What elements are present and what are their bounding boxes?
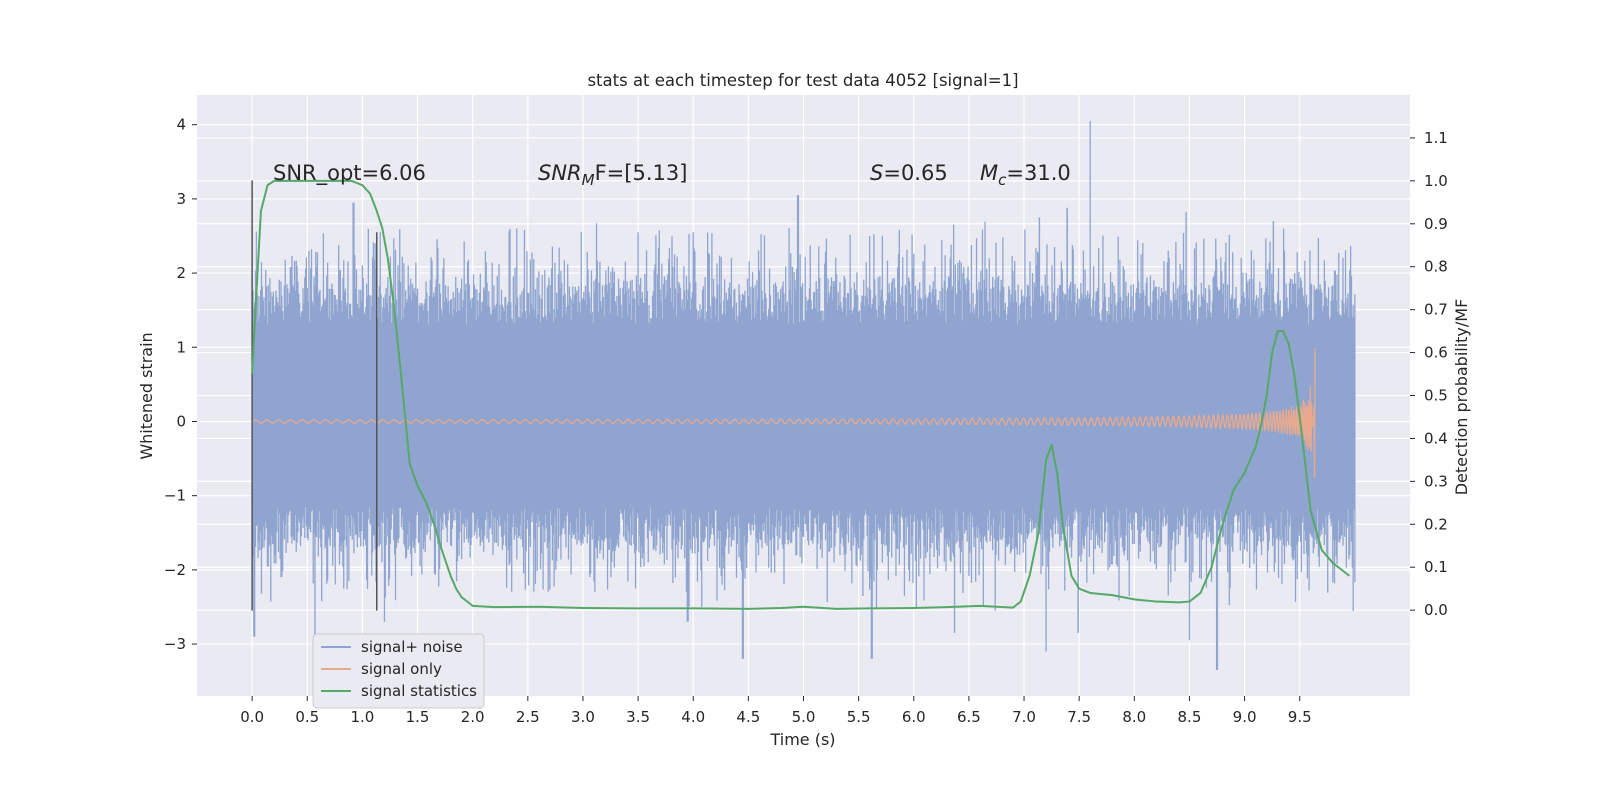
x-axis-label: Time (s) xyxy=(769,730,835,749)
y-tick-label-right: 0.8 xyxy=(1424,258,1448,276)
signal-statistics-series xyxy=(251,179,1350,610)
x-tick-label: 3.5 xyxy=(626,708,650,726)
legend-box xyxy=(312,633,485,709)
y-tick-label-left: −3 xyxy=(164,635,186,653)
y-axis-label-left: Whitened strain xyxy=(137,332,156,459)
y-axis-label-right: Detection probability/MF xyxy=(1452,299,1471,496)
y-tick-label-right: 1.1 xyxy=(1424,129,1448,147)
x-axis: 0.0 0.5 1.0 1.5 2.0 2.5 3.0 3.5 4.0 4.5 5.0 5.5 6.0 6… xyxy=(240,696,1312,726)
x-tick-label: 4.5 xyxy=(736,708,760,726)
signal-only-line xyxy=(251,348,1317,478)
x-tick-label: 0.0 xyxy=(240,708,264,726)
y-tick-label-left: 4 xyxy=(176,116,186,134)
y-tick-label-right: 0.2 xyxy=(1424,515,1448,533)
x-tick-label: 7.0 xyxy=(1012,708,1036,726)
annotation-snr-mf: SNRMF=[5.13] xyxy=(538,161,687,189)
chart-title: stats at each timestep for test data 405… xyxy=(587,71,1018,90)
x-tick-label: 5.0 xyxy=(792,708,816,726)
y-tick-label-right: 0.7 xyxy=(1424,301,1448,319)
legend-label-signal-only: signal only xyxy=(361,660,442,678)
y-tick-label-left: 1 xyxy=(176,338,186,356)
x-tick-label: 2.0 xyxy=(461,708,485,726)
x-tick-label: 6.5 xyxy=(957,708,981,726)
x-tick-label: 8.0 xyxy=(1122,708,1146,726)
s-var: S xyxy=(870,161,883,185)
legend-label-signal-statistics: signal statistics xyxy=(361,682,477,700)
y-tick-label-right: 0.3 xyxy=(1424,472,1448,490)
signal-only-series xyxy=(251,348,1317,478)
y-tick-label-right: 0.6 xyxy=(1424,344,1448,362)
left-y-axis: −3 −2 −1 0 1 2 3 4 xyxy=(164,116,197,653)
x-tick-label: 7.5 xyxy=(1067,708,1091,726)
x-tick-label: 8.5 xyxy=(1178,708,1202,726)
y-tick-label-right: 0.0 xyxy=(1424,601,1448,619)
signal-statistics-line xyxy=(251,179,1350,610)
y-tick-label-left: 3 xyxy=(176,190,186,208)
snr-mf-main: SNR xyxy=(538,161,582,185)
right-y-axis: 0.0 0.1 0.2 0.3 0.4 0.5 0.6 0.7 0.8 0.9 1.0 1.1 xyxy=(1410,129,1448,619)
x-tick-label: 5.5 xyxy=(847,708,871,726)
x-tick-label: 2.5 xyxy=(516,708,540,726)
y-tick-label-left: 0 xyxy=(176,412,186,430)
y-tick-label-right: 0.4 xyxy=(1424,429,1448,447)
y-tick-label-left: −1 xyxy=(164,487,186,505)
x-tick-label: 1.0 xyxy=(350,708,374,726)
x-tick-label: 9.5 xyxy=(1288,708,1312,726)
y-tick-label-right: 1.0 xyxy=(1424,172,1448,190)
vertical-markers xyxy=(251,180,378,611)
x-tick-label: 6.0 xyxy=(902,708,926,726)
mc-val: =31.0 xyxy=(1006,161,1070,185)
mc-sub: c xyxy=(998,171,1007,189)
annotation-mc: Mc=31.0 xyxy=(980,161,1071,189)
y-tick-label-left: 2 xyxy=(176,264,186,282)
annotation-snr-opt: SNR_opt=6.06 xyxy=(273,161,426,186)
s-val: =0.65 xyxy=(883,161,947,185)
y-tick-label-right: 0.5 xyxy=(1424,387,1448,405)
legend-label-signal-noise: signal+ noise xyxy=(361,638,463,656)
x-tick-label: 3.0 xyxy=(571,708,595,726)
y-tick-label-right: 0.1 xyxy=(1424,558,1448,576)
legend: signal+ noise signal only signal statist… xyxy=(312,633,485,709)
annotation-s: S=0.65 xyxy=(870,161,948,185)
x-tick-label: 9.0 xyxy=(1233,708,1257,726)
x-tick-label: 4.0 xyxy=(681,708,705,726)
x-tick-label: 0.5 xyxy=(295,708,319,726)
snr-mf-sub: M xyxy=(582,171,595,189)
y-tick-label-right: 0.9 xyxy=(1424,215,1448,233)
mc-var: M xyxy=(980,161,998,185)
snr-mf-rest: F=[5.13] xyxy=(595,161,688,185)
x-tick-label: 1.5 xyxy=(406,708,430,726)
y-tick-label-left: −2 xyxy=(164,561,186,579)
